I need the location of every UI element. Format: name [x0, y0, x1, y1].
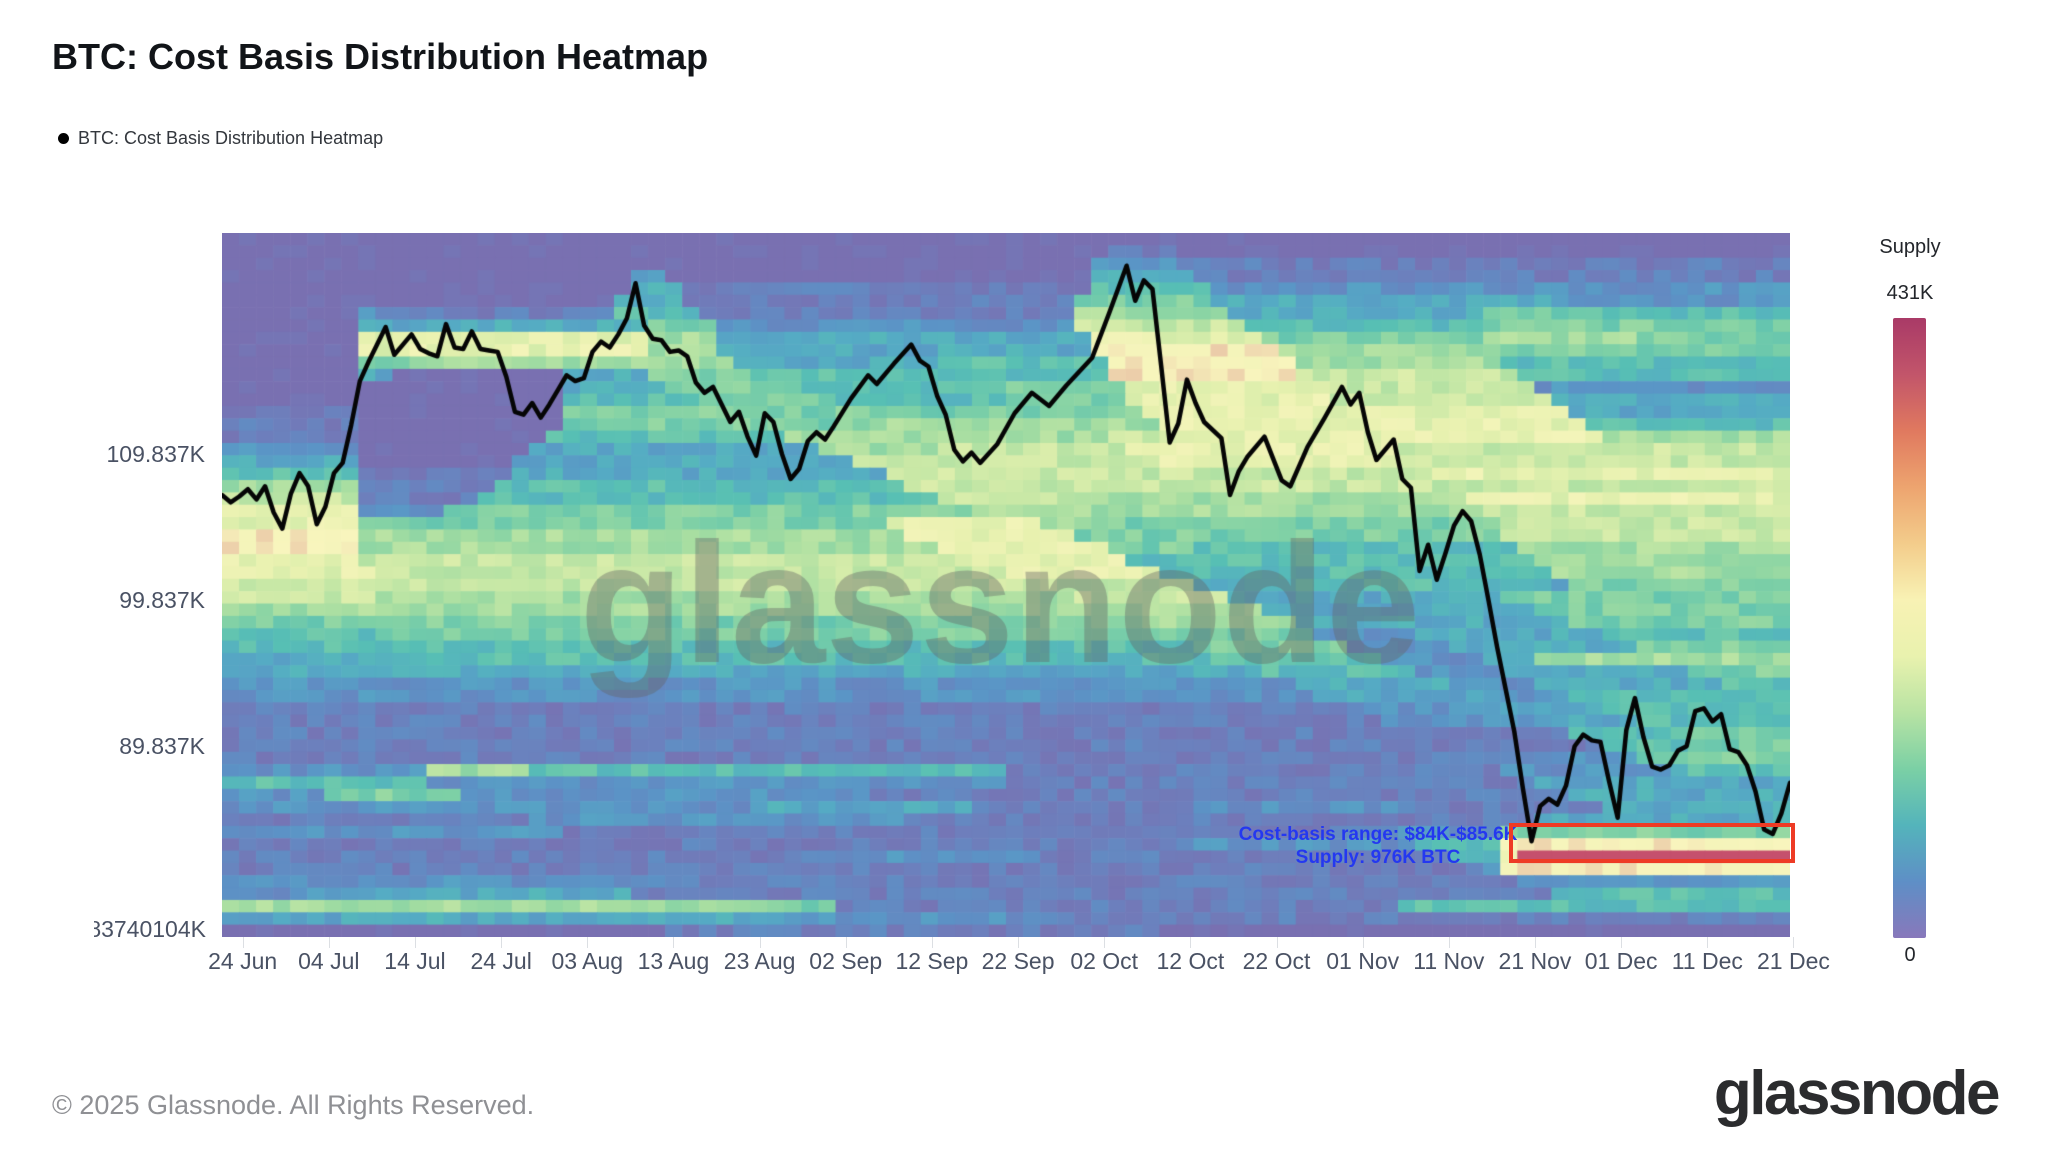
legend-dot-icon — [58, 133, 69, 144]
glassnode-logo: glassnode — [1713, 1059, 2001, 1128]
x-axis-tick — [501, 937, 503, 948]
x-axis-tick — [673, 937, 675, 948]
y-axis-label: 109.837K — [106, 441, 205, 468]
x-axis-label: 01 Dec — [1584, 948, 1658, 974]
y-axis-label: 99.837K — [119, 587, 205, 614]
x-axis-tick — [1104, 937, 1106, 948]
x-axis-tick — [759, 937, 761, 948]
x-axis-label: 02 Sep — [809, 948, 883, 974]
x-axis-tick — [587, 937, 589, 948]
x-axis-label: 21 Nov — [1498, 948, 1572, 974]
x-axis-tick — [1793, 937, 1795, 948]
x-axis-tick — [328, 937, 330, 948]
x-axis-label: 21 Dec — [1757, 948, 1830, 974]
x-axis-tick — [242, 937, 244, 948]
x-axis-tick — [1448, 937, 1450, 948]
x-axis-label: 24 Jun — [208, 948, 278, 974]
x-axis-label: 23 Aug — [723, 948, 796, 974]
y-axis-label: 89.837K — [119, 733, 205, 760]
x-axis-label: 11 Nov — [1413, 948, 1485, 974]
highlight-box — [1509, 822, 1796, 864]
x-axis-label: 01 Nov — [1326, 948, 1400, 974]
annotation-line-1: Cost-basis range: $84K-$85.6K — [1238, 824, 1518, 845]
x-axis-label: 12 Oct — [1156, 948, 1225, 974]
annotation-line-2: Supply: 976K BTC — [1295, 847, 1461, 868]
legend-label: BTC: Cost Basis Distribution Heatmap — [78, 128, 384, 148]
x-axis-label: 12 Sep — [895, 948, 969, 974]
page-title: BTC: Cost Basis Distribution Heatmap — [52, 36, 709, 77]
x-axis-tick — [845, 937, 847, 948]
x-axis-tick — [1621, 937, 1623, 948]
x-axis-tick — [1707, 937, 1709, 948]
x-axis-label: 02 Oct — [1070, 948, 1139, 974]
x-axis-label: 03 Aug — [551, 948, 624, 974]
x-axis-tick — [1190, 937, 1192, 948]
cost-basis-annotation: Cost-basis range: $84K-$85.6K Supply: 97… — [1238, 823, 1518, 869]
x-axis-label: 13 Aug — [637, 948, 710, 974]
copyright-text: © 2025 Glassnode. All Rights Reserved. — [52, 1090, 535, 1120]
x-axis-label: 04 Jul — [298, 948, 360, 974]
x-axis-tick — [1018, 937, 1020, 948]
x-axis-label: 11 Dec — [1671, 948, 1743, 974]
x-axis-tick — [1362, 937, 1364, 948]
x-axis-tick — [1276, 937, 1278, 948]
colorbar-title: Supply — [1879, 236, 1941, 258]
x-axis-label: 14 Jul — [384, 948, 446, 974]
legend[interactable]: BTC: Cost Basis Distribution Heatmap — [58, 128, 383, 149]
heatmap-canvas[interactable] — [222, 233, 1790, 937]
x-axis-tick — [931, 937, 933, 948]
colorbar-min-label: 0 — [1904, 944, 1916, 966]
colorbar-gradient — [1893, 318, 1926, 938]
y-axis-bottom-label: 83740104K — [94, 916, 206, 942]
x-axis-tick — [1534, 937, 1536, 948]
x-axis-label: 24 Jul — [470, 948, 532, 974]
x-axis-label: 22 Sep — [981, 948, 1055, 974]
x-axis-tick — [414, 937, 416, 948]
x-axis-label: 22 Oct — [1242, 948, 1311, 974]
heatmap-chart[interactable] — [222, 233, 1790, 937]
colorbar-max-label: 431K — [1886, 282, 1934, 304]
